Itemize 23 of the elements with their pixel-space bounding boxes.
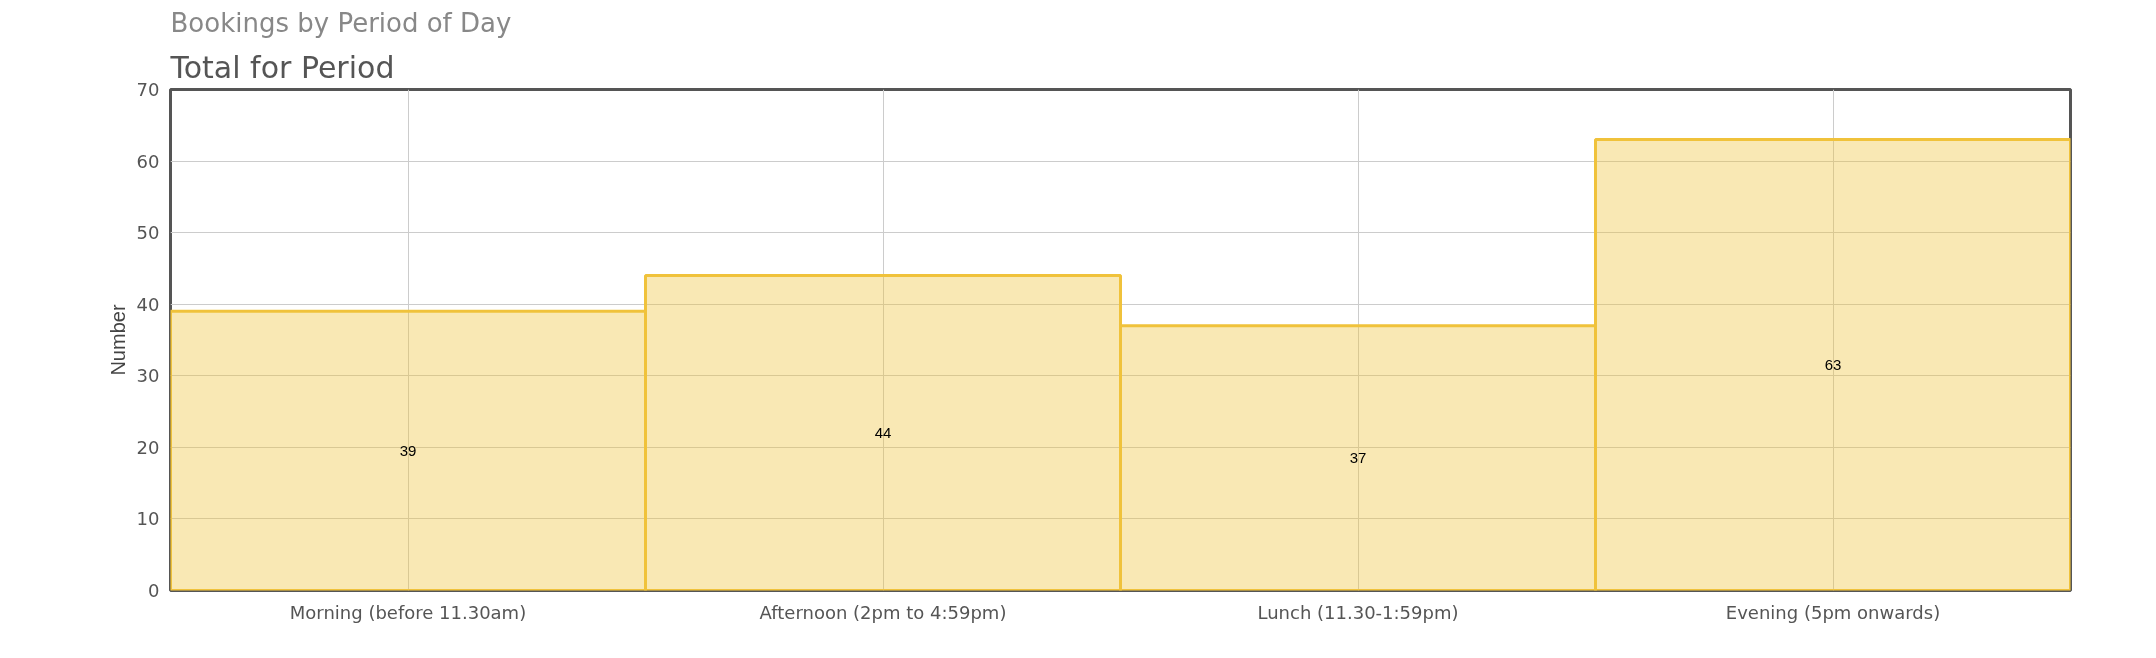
- x-tick-label: Afternoon (2pm to 4:59pm): [759, 601, 1007, 623]
- bar: [644, 274, 1122, 591]
- y-tick-label: 70: [136, 79, 160, 100]
- data-label: 44: [874, 424, 892, 442]
- data-label: 37: [1349, 449, 1367, 467]
- x-tick-label: Morning (before 11.30am): [289, 601, 527, 623]
- y-tick-label: 60: [136, 150, 160, 172]
- bar: [1594, 138, 2071, 591]
- bar: [1119, 324, 1597, 591]
- x-tick-label: Evening (5pm onwards): [1725, 601, 1941, 623]
- data-label: 39: [399, 441, 417, 459]
- chart-subtitle: Total for Period: [169, 49, 395, 85]
- data-label: 63: [1824, 356, 1842, 374]
- y-tick-label: 40: [136, 293, 160, 315]
- x-tick-label: Lunch (11.30-1:59pm): [1257, 601, 1459, 623]
- y-tick-label: 0: [148, 580, 160, 601]
- y-tick-label: 10: [136, 508, 160, 530]
- chart-title: Bookings by Period of Day: [170, 7, 512, 38]
- y-tick-label: 30: [136, 365, 160, 387]
- y-axis-title: Number: [106, 304, 129, 376]
- y-tick-label: 20: [136, 436, 160, 458]
- bar: [170, 309, 647, 591]
- y-tick-label: 50: [136, 222, 160, 244]
